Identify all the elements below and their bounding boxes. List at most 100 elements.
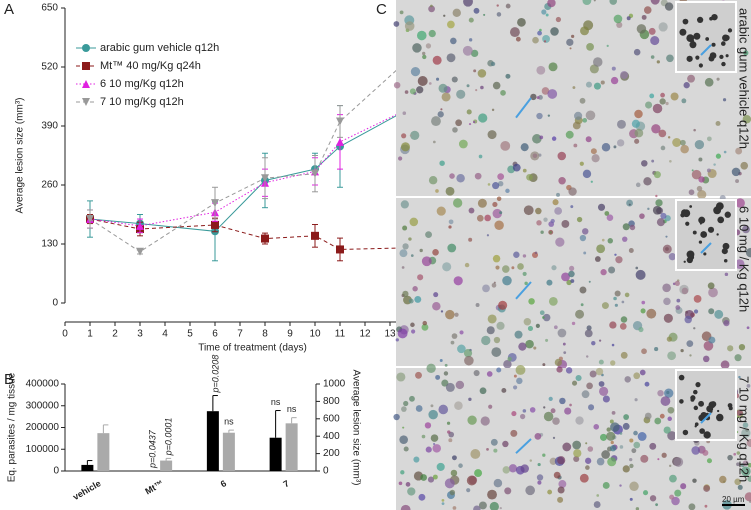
cell bbox=[626, 16, 631, 21]
cell bbox=[638, 326, 644, 333]
cell bbox=[547, 89, 558, 99]
cell bbox=[548, 297, 558, 306]
cell bbox=[594, 256, 601, 262]
cell bbox=[495, 265, 500, 270]
cell bbox=[436, 206, 446, 216]
cell bbox=[629, 481, 639, 492]
marker bbox=[261, 174, 269, 183]
cell bbox=[719, 475, 727, 484]
cell bbox=[535, 207, 542, 215]
cell bbox=[422, 320, 428, 326]
cell bbox=[689, 41, 697, 49]
cell bbox=[663, 426, 671, 434]
cell bbox=[617, 119, 626, 129]
cell bbox=[647, 207, 650, 211]
cell bbox=[480, 85, 484, 90]
arrow bbox=[515, 281, 532, 300]
cell bbox=[614, 303, 618, 307]
cell bbox=[414, 295, 422, 303]
cell bbox=[445, 309, 455, 320]
cell bbox=[393, 413, 400, 421]
cell bbox=[711, 42, 716, 47]
cell bbox=[720, 360, 730, 370]
cell bbox=[511, 411, 517, 417]
cell bbox=[727, 345, 734, 352]
cell bbox=[722, 98, 727, 102]
cell bbox=[558, 177, 566, 185]
cell bbox=[576, 216, 583, 223]
cell bbox=[724, 211, 731, 218]
cell bbox=[664, 388, 674, 398]
cell bbox=[566, 38, 574, 46]
cell bbox=[463, 0, 473, 7]
cell bbox=[693, 405, 699, 411]
cell bbox=[496, 321, 505, 330]
cell bbox=[641, 160, 648, 167]
cell bbox=[536, 220, 542, 226]
cell bbox=[547, 114, 551, 117]
cell bbox=[486, 371, 493, 377]
cell bbox=[716, 77, 720, 81]
cell bbox=[569, 265, 575, 272]
cell bbox=[466, 488, 471, 493]
cell bbox=[620, 316, 628, 323]
cell bbox=[490, 438, 498, 446]
cell bbox=[403, 400, 409, 407]
cell bbox=[522, 254, 527, 258]
cell bbox=[620, 71, 629, 79]
cell bbox=[685, 221, 690, 226]
cell bbox=[686, 340, 694, 348]
cell bbox=[598, 339, 602, 342]
cell bbox=[575, 374, 582, 382]
cell bbox=[686, 55, 693, 62]
legend-label: arabic gum vehicle q12h bbox=[100, 42, 219, 54]
cell bbox=[432, 302, 441, 311]
x-tick-label: Mt™ bbox=[143, 478, 165, 496]
cell bbox=[623, 414, 630, 420]
cell bbox=[649, 442, 657, 450]
cell bbox=[573, 449, 582, 458]
cell bbox=[447, 243, 457, 253]
cell bbox=[561, 220, 570, 228]
cell bbox=[501, 388, 507, 393]
cell bbox=[412, 43, 422, 53]
cell bbox=[588, 404, 595, 411]
cell bbox=[548, 62, 558, 72]
cell bbox=[735, 198, 745, 208]
cell bbox=[610, 440, 614, 445]
cell bbox=[723, 258, 728, 263]
cell bbox=[693, 128, 696, 132]
cell bbox=[532, 134, 542, 144]
cell bbox=[743, 50, 749, 56]
cell bbox=[413, 456, 420, 463]
cell bbox=[401, 133, 407, 139]
cell bbox=[458, 139, 468, 149]
cell bbox=[688, 503, 696, 510]
cell bbox=[629, 497, 633, 501]
micrograph-label: 6 10 mg / Kg q12h bbox=[737, 206, 751, 312]
cell bbox=[676, 298, 681, 303]
cell bbox=[580, 303, 584, 307]
cell bbox=[597, 203, 606, 211]
cell bbox=[659, 98, 666, 105]
cell bbox=[449, 489, 456, 496]
cell bbox=[410, 254, 414, 257]
cell bbox=[606, 44, 609, 47]
cell bbox=[415, 371, 422, 379]
cell bbox=[704, 77, 714, 87]
y-tick-label: 100000 bbox=[26, 444, 60, 455]
cell bbox=[599, 433, 608, 441]
cell bbox=[640, 308, 646, 314]
cell bbox=[428, 29, 436, 38]
cell bbox=[547, 489, 553, 495]
cell bbox=[519, 413, 526, 420]
cell bbox=[537, 462, 541, 467]
cell bbox=[492, 81, 501, 90]
cell bbox=[435, 189, 439, 193]
cell bbox=[475, 89, 478, 92]
cell bbox=[681, 287, 689, 295]
cell bbox=[682, 209, 691, 218]
cell bbox=[433, 140, 436, 144]
cell bbox=[723, 320, 730, 327]
cell bbox=[609, 0, 617, 5]
